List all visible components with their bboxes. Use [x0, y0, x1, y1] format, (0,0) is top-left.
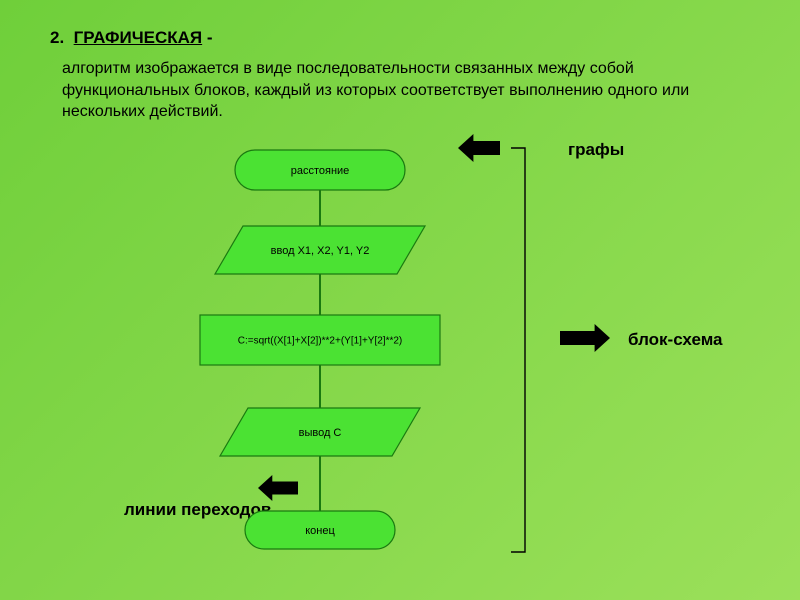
node-label-process: C:=sqrt((X[1]+X[2])**2+(Y[1]+Y[2]**2)	[238, 336, 403, 347]
diagram-layer: расстояние ввод X1, X2, Y1, Y2 C:=sqrt((X[…	[0, 0, 800, 600]
node-start: расстояние	[235, 150, 405, 190]
bracket	[511, 148, 525, 552]
node-process: C:=sqrt((X[1]+X[2])**2+(Y[1]+Y[2]**2)	[200, 315, 440, 365]
arrow-to-graphs	[458, 134, 500, 162]
node-label-start: расстояние	[291, 165, 350, 177]
node-output: вывод C	[220, 408, 420, 456]
node-label-input: ввод X1, X2, Y1, Y2	[271, 245, 370, 257]
arrow-to-transitions	[258, 475, 298, 501]
arrow-to-blockscheme	[560, 324, 610, 352]
slide: 2. ГРАФИЧЕСКАЯ -алгоритм изображается в …	[0, 0, 800, 600]
node-label-end: конец	[305, 525, 335, 537]
node-label-output: вывод C	[299, 427, 342, 439]
node-input: ввод X1, X2, Y1, Y2	[215, 226, 425, 274]
node-end: конец	[245, 511, 395, 549]
